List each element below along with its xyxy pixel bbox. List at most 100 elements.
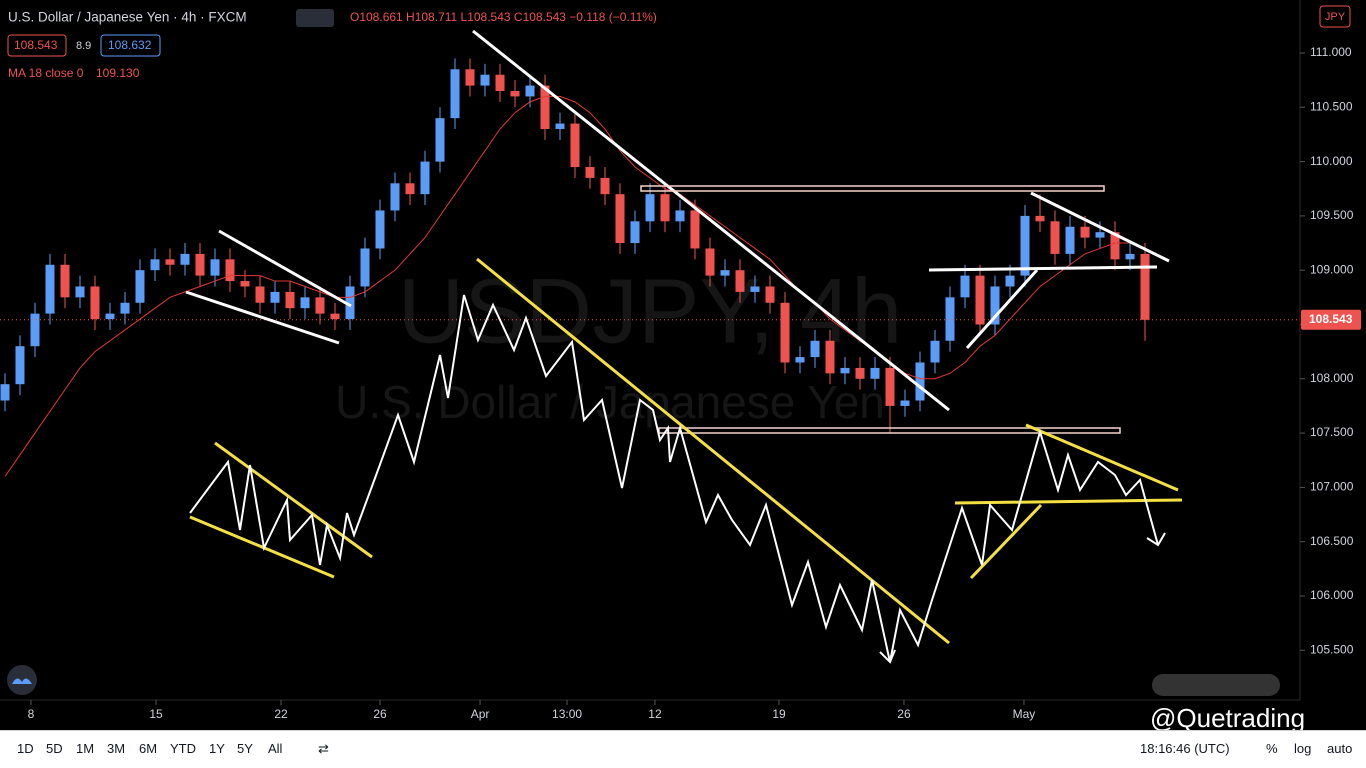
time-label: 22 [274, 707, 288, 721]
candle-body [165, 259, 175, 265]
trendline [1025, 423, 1179, 492]
trendline [476, 257, 950, 645]
time-label: 26 [897, 707, 911, 721]
candle-body [75, 286, 85, 298]
candle-body [330, 313, 340, 320]
currency-box[interactable] [1319, 5, 1351, 28]
candle-body [585, 167, 595, 178]
candle-body [540, 85, 550, 130]
time-label: 12 [648, 707, 662, 721]
candle-body [270, 291, 280, 303]
percent-toggle[interactable]: % [1266, 741, 1278, 756]
price-label: 109.500 [1310, 208, 1354, 222]
candle-body [795, 357, 805, 363]
date-range-icon[interactable]: ⇄ [318, 741, 329, 756]
candle-body [600, 177, 610, 195]
candle-body [630, 221, 640, 244]
projection-path [189, 294, 891, 663]
ma-legend: MA 18 close 0 [8, 66, 84, 80]
candle-body [90, 286, 100, 320]
candle-body [240, 281, 250, 287]
bid-box[interactable] [7, 34, 67, 57]
range-button[interactable]: 5D [46, 741, 63, 756]
price-label: 108.000 [1310, 371, 1354, 385]
range-button[interactable]: 5Y [237, 741, 253, 756]
candle-body [345, 286, 355, 320]
candle-body [120, 302, 130, 314]
range-button[interactable]: 6M [139, 741, 158, 756]
events-strip[interactable] [1152, 674, 1280, 696]
range-button[interactable]: 3M [107, 741, 126, 756]
candle-body [510, 91, 520, 97]
candle-body [420, 161, 430, 195]
candle-body [870, 367, 880, 379]
candle-body [750, 286, 760, 292]
price-label: 109.000 [1310, 262, 1354, 276]
trendline [185, 290, 340, 345]
time-label: 13:00 [552, 707, 582, 721]
trendline [218, 229, 352, 308]
candle-body [1140, 253, 1150, 320]
zone [640, 185, 1105, 192]
zone [658, 427, 1121, 434]
logo-icon [12, 678, 32, 684]
candle-body [255, 286, 265, 303]
range-button[interactable]: All [268, 741, 283, 756]
candle-body [615, 194, 625, 244]
auto-toggle[interactable]: auto [1327, 741, 1353, 756]
arrow-head [1146, 532, 1166, 547]
candle-body [285, 291, 295, 309]
candle-body [375, 210, 385, 249]
price-label: 105.500 [1310, 642, 1354, 656]
time-label: 8 [28, 707, 35, 721]
candle-body [150, 259, 160, 271]
price-label: 111.000 [1310, 45, 1352, 59]
visibility-toggle[interactable] [296, 9, 334, 27]
candles [0, 58, 1300, 477]
time-label: 15 [149, 707, 163, 721]
candle-body [885, 367, 895, 406]
logo[interactable] [7, 665, 37, 695]
candle-body [60, 264, 70, 298]
symbol-title: U.S. Dollar / Japanese Yen · 4h · FXCM [8, 10, 247, 25]
candle-body [675, 210, 685, 222]
candle-body [990, 286, 1000, 325]
candle-body [705, 248, 715, 276]
price-label: 106.500 [1310, 534, 1354, 548]
candle-body [975, 275, 985, 325]
candle-body [405, 183, 415, 195]
spread: 8.9 [76, 40, 91, 52]
candle-body [1110, 232, 1120, 260]
range-button[interactable]: 1Y [209, 741, 225, 756]
candle-body [1065, 226, 1075, 254]
candle-body [960, 275, 970, 298]
candle-body [0, 384, 10, 401]
trendline [214, 441, 373, 559]
range-button[interactable]: 1M [76, 741, 95, 756]
candle-body [735, 270, 745, 292]
moving-average [4, 95, 1146, 477]
range-button[interactable]: 1D [17, 741, 34, 756]
candle-body [1020, 215, 1030, 276]
currency: JPY [1325, 11, 1346, 23]
candle-body [765, 286, 775, 303]
range-button[interactable]: YTD [170, 741, 196, 756]
trendline [189, 515, 335, 579]
candle-body [1035, 215, 1045, 222]
trendline [928, 265, 1158, 272]
candle-body [1125, 253, 1135, 260]
candle-body [900, 400, 910, 406]
ask-box[interactable] [100, 34, 161, 57]
candle-body [810, 340, 820, 358]
candle-body [30, 313, 40, 347]
candle-body [450, 69, 460, 119]
candle-body [315, 297, 325, 314]
candle-body [780, 302, 790, 363]
candle-body [195, 253, 205, 276]
trendline [969, 503, 1043, 580]
grid [30, 52, 1305, 705]
candle-body [660, 194, 670, 222]
log-toggle[interactable]: log [1294, 741, 1312, 756]
candle-body [645, 194, 655, 222]
